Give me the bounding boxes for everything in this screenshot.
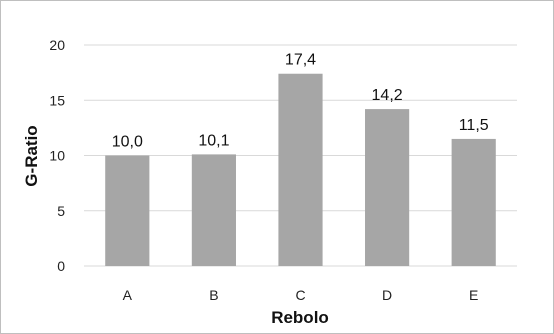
y-tick-label-5: 5 xyxy=(57,203,65,219)
x-tick-label-E: E xyxy=(469,287,478,303)
y-tick-label-15: 15 xyxy=(49,92,65,108)
data-labels: 10,0 10,1 17,4 14,2 11,5 xyxy=(112,52,489,151)
data-label-D: 14,2 xyxy=(372,87,403,104)
bar-E xyxy=(451,138,496,266)
bar-B xyxy=(191,154,236,266)
data-label-C: 17,4 xyxy=(285,52,316,69)
y-tick-label-20: 20 xyxy=(49,37,65,53)
x-tick-label-D: D xyxy=(382,287,392,303)
y-tick-label-0: 0 xyxy=(57,258,65,274)
data-label-B: 10,1 xyxy=(198,132,229,149)
y-tick-label-10: 10 xyxy=(49,148,65,164)
x-axis-title: Rebolo xyxy=(271,308,329,327)
y-axis-title: G-Ratio xyxy=(22,125,41,186)
y-axis-ticks: 0 5 10 15 20 xyxy=(49,37,65,274)
data-label-A: 10,0 xyxy=(112,134,143,151)
data-label-E: 11,5 xyxy=(459,117,489,134)
x-tick-label-B: B xyxy=(209,287,218,303)
bars xyxy=(105,73,496,266)
x-tick-label-C: C xyxy=(295,287,305,303)
x-axis-ticks: A B C D E xyxy=(123,287,479,303)
bar-C xyxy=(278,73,323,266)
x-tick-label-A: A xyxy=(123,287,133,303)
bar-D xyxy=(365,109,410,266)
bar-A xyxy=(105,155,150,266)
